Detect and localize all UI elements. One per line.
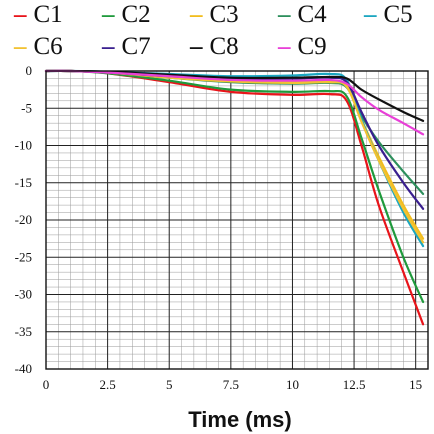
legend-item-c1: – C1 — [14, 0, 63, 30]
plot-frame — [45, 70, 429, 370]
x-tick-label: 10 — [286, 377, 299, 392]
legend-swatch: – — [278, 1, 291, 28]
legend-swatch: – — [190, 1, 203, 28]
series-line-c9 — [44, 69, 425, 136]
legend-label: C6 — [33, 33, 63, 60]
legend-item-c6: – C6 — [14, 32, 63, 62]
y-tick-label: 0 — [26, 63, 33, 78]
x-tick-label: 15 — [409, 377, 422, 392]
legend-swatch: – — [102, 33, 115, 60]
legend-label: C3 — [209, 1, 239, 28]
legend-label: C2 — [121, 1, 151, 28]
legend-label: C1 — [33, 1, 63, 28]
y-tick-label: -30 — [15, 287, 32, 302]
legend-label: C9 — [297, 33, 327, 60]
legend-item-c9: – C9 — [278, 32, 327, 62]
legend-item-c3: – C3 — [190, 0, 239, 30]
y-tick-label: -40 — [15, 361, 32, 376]
y-tick-label: -10 — [15, 138, 32, 153]
legend-item-c4: – C4 — [278, 0, 327, 30]
x-axis-title: Time (ms) — [188, 407, 292, 432]
chart-legend: – C1– C2– C3– C4– C5– C6– C7– C8– C9 — [0, 0, 434, 66]
legend-swatch: – — [278, 33, 291, 60]
y-tick-label: -15 — [15, 175, 32, 190]
legend-swatch: – — [102, 1, 115, 28]
x-tick-label: 7.5 — [223, 377, 239, 392]
legend-swatch: – — [190, 33, 203, 60]
y-tick-label: -35 — [15, 324, 32, 339]
legend-label: C8 — [209, 33, 239, 60]
legend-item-c5: – C5 — [364, 0, 413, 30]
y-tick-label: -25 — [15, 249, 32, 264]
y-tick-label: -20 — [15, 212, 32, 227]
x-tick-label: 2.5 — [99, 377, 115, 392]
legend-swatch: – — [14, 33, 27, 60]
legend-label: C7 — [121, 33, 151, 60]
legend-swatch: – — [364, 1, 377, 28]
y-tick-label: -5 — [21, 100, 32, 115]
x-tick-label: 5 — [166, 377, 173, 392]
legend-label: C5 — [383, 1, 413, 28]
legend-swatch: – — [14, 1, 27, 28]
x-tick-label: 12.5 — [343, 377, 366, 392]
legend-item-c8: – C8 — [190, 32, 239, 62]
x-tick-label: 0 — [43, 377, 50, 392]
legend-label: C4 — [297, 1, 327, 28]
legend-item-c2: – C2 — [102, 0, 151, 30]
legend-item-c7: – C7 — [102, 32, 151, 62]
